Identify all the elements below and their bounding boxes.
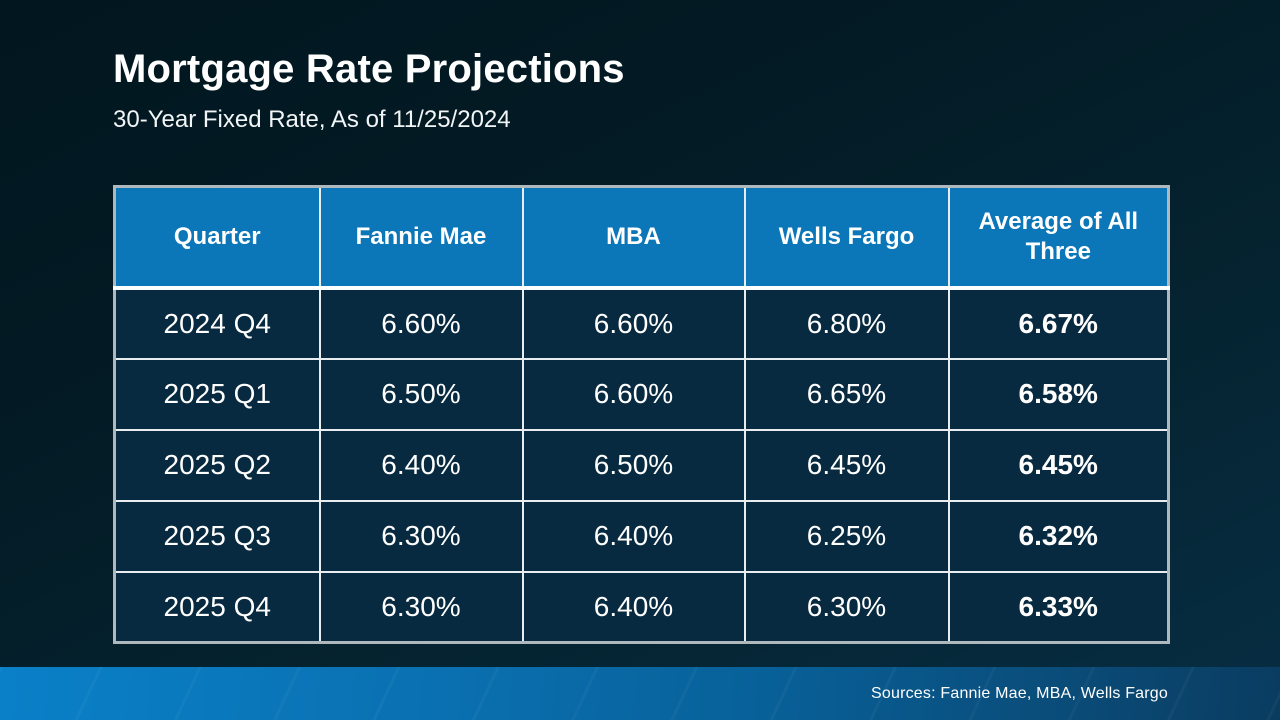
header-row: Quarter Fannie Mae MBA Wells Fargo Avera… [113, 185, 1170, 290]
column-header-wells-fargo: Wells Fargo [743, 185, 950, 290]
cell-mba: 6.60% [521, 357, 746, 431]
cell-fannie-mae: 6.60% [318, 286, 524, 360]
column-header-fannie-mae: Fannie Mae [318, 185, 524, 290]
title-block: Mortgage Rate Projections 30-Year Fixed … [113, 46, 625, 134]
table-row: 2025 Q2 6.40% 6.50% 6.45% 6.45% [113, 428, 1170, 502]
cell-average: 6.58% [947, 357, 1170, 431]
cell-fannie-mae: 6.40% [318, 428, 524, 502]
rate-projections-table: Quarter Fannie Mae MBA Wells Fargo Avera… [113, 185, 1170, 644]
cell-mba: 6.50% [521, 428, 746, 502]
page-subtitle: 30-Year Fixed Rate, As of 11/25/2024 [113, 106, 511, 133]
sources-text: Sources: Fannie Mae, MBA, Wells Fargo [871, 684, 1168, 702]
cell-wells-fargo: 6.25% [743, 499, 950, 573]
table-row: 2024 Q4 6.60% 6.60% 6.80% 6.67% [113, 286, 1170, 360]
cell-average: 6.67% [947, 286, 1170, 360]
cell-quarter: 2025 Q3 [113, 499, 321, 573]
cell-wells-fargo: 6.30% [743, 570, 950, 644]
cell-quarter: 2025 Q1 [113, 357, 321, 431]
cell-wells-fargo: 6.80% [743, 286, 950, 360]
cell-average: 6.32% [947, 499, 1170, 573]
table-row: 2025 Q4 6.30% 6.40% 6.30% 6.33% [113, 570, 1170, 644]
table-row: 2025 Q3 6.30% 6.40% 6.25% 6.32% [113, 499, 1170, 573]
column-header-quarter: Quarter [113, 185, 321, 290]
cell-fannie-mae: 6.30% [318, 499, 524, 573]
cell-wells-fargo: 6.45% [743, 428, 950, 502]
cell-wells-fargo: 6.65% [743, 357, 950, 431]
column-header-average: Average of All Three [947, 185, 1170, 290]
table-body: 2024 Q4 6.60% 6.60% 6.80% 6.67% 2025 Q1 … [113, 286, 1170, 644]
table-row: 2025 Q1 6.50% 6.60% 6.65% 6.58% [113, 357, 1170, 431]
column-header-mba: MBA [521, 185, 746, 290]
cell-quarter: 2025 Q4 [113, 570, 321, 644]
page-title: Mortgage Rate Projections [113, 47, 625, 91]
cell-average: 6.33% [947, 570, 1170, 644]
cell-mba: 6.40% [521, 499, 746, 573]
cell-quarter: 2024 Q4 [113, 286, 321, 360]
cell-mba: 6.60% [521, 286, 746, 360]
footer-bar: Sources: Fannie Mae, MBA, Wells Fargo [0, 667, 1280, 720]
cell-fannie-mae: 6.50% [318, 357, 524, 431]
cell-fannie-mae: 6.30% [318, 570, 524, 644]
cell-mba: 6.40% [521, 570, 746, 644]
cell-average: 6.45% [947, 428, 1170, 502]
cell-quarter: 2025 Q2 [113, 428, 321, 502]
table-header: Quarter Fannie Mae MBA Wells Fargo Avera… [113, 185, 1170, 290]
